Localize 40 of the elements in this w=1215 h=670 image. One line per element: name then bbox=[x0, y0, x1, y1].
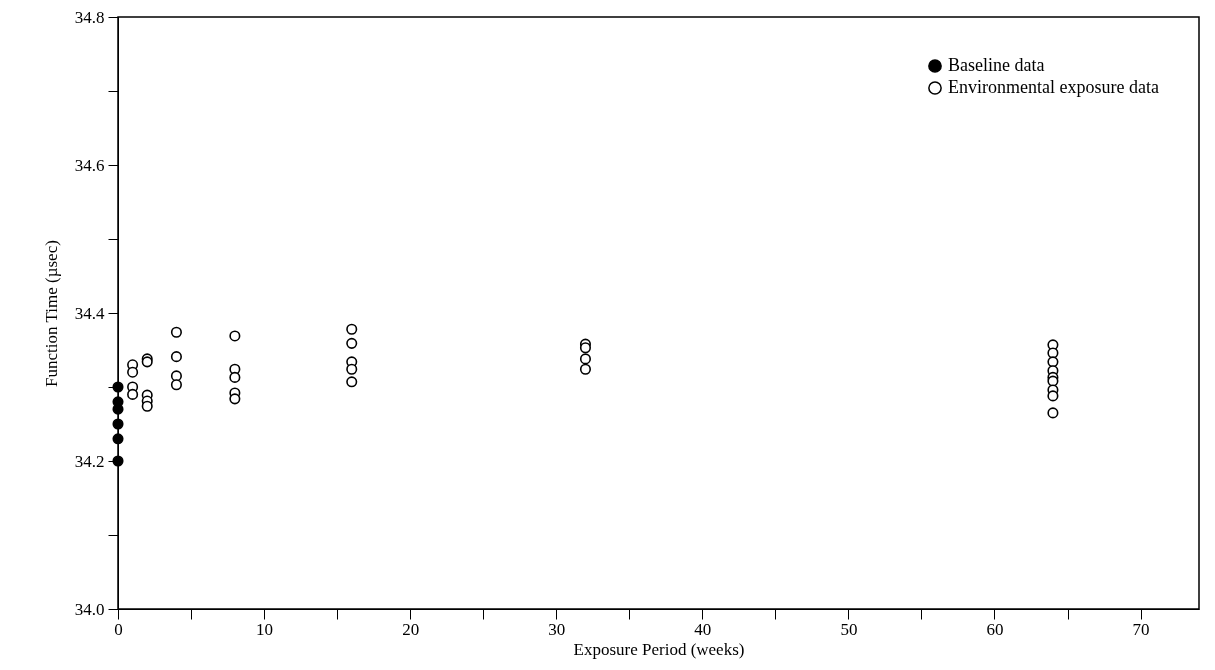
point bbox=[346, 363, 358, 375]
x-tick-label: 30 bbox=[548, 619, 566, 639]
y-tick-label: 34.2 bbox=[74, 451, 105, 471]
point bbox=[170, 370, 182, 382]
point bbox=[112, 418, 124, 430]
legend-label: Environmental exposure data bbox=[948, 77, 1159, 97]
point bbox=[141, 400, 153, 412]
point bbox=[229, 371, 241, 383]
point bbox=[579, 363, 591, 375]
point bbox=[170, 379, 182, 391]
y-tick-label: 34.6 bbox=[74, 155, 105, 175]
point bbox=[112, 433, 124, 445]
point bbox=[346, 376, 358, 388]
point bbox=[112, 455, 124, 467]
point bbox=[229, 330, 241, 342]
x-tick-label: 60 bbox=[986, 619, 1004, 639]
x-tick-label: 20 bbox=[402, 619, 420, 639]
point bbox=[170, 326, 182, 338]
point bbox=[229, 393, 241, 405]
point bbox=[127, 388, 139, 400]
point bbox=[127, 366, 139, 378]
x-tick-label: 10 bbox=[256, 619, 274, 639]
y-tick-label: 34.4 bbox=[74, 303, 105, 323]
y-axis-title: Function Time (µsec) bbox=[41, 240, 61, 387]
point bbox=[1047, 390, 1059, 402]
x-tick-label: 50 bbox=[840, 619, 858, 639]
x-tick-label: 40 bbox=[694, 619, 712, 639]
point bbox=[579, 342, 591, 354]
point bbox=[579, 353, 591, 365]
y-tick-label: 34.0 bbox=[74, 599, 105, 619]
point bbox=[346, 337, 358, 349]
x-tick-label: 0 bbox=[114, 619, 123, 639]
x-tick-label: 70 bbox=[1132, 619, 1150, 639]
legend-label: Baseline data bbox=[948, 55, 1045, 75]
point bbox=[112, 381, 124, 393]
point bbox=[346, 323, 358, 335]
point bbox=[170, 351, 182, 363]
point bbox=[1047, 407, 1059, 419]
y-tick-label: 34.8 bbox=[74, 7, 105, 27]
x-axis-title: Exposure Period (weeks) bbox=[573, 639, 745, 659]
